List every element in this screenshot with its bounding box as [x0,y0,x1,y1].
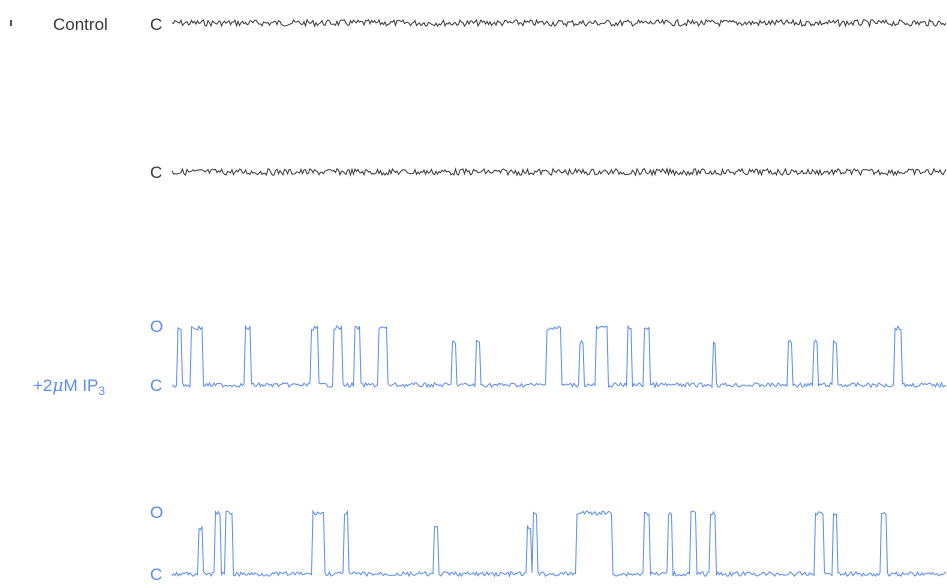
ip3-trace-2 [171,509,947,578]
condition-label-ip3-mu: μ [52,376,63,396]
control-trace-1 [171,18,947,29]
condition-label-ip3-subscript: 3 [98,384,105,398]
closed-state-label: C [150,15,162,34]
closed-state-label: C [150,376,162,395]
condition-label-ip3-unit: M IP [63,376,98,395]
open-state-label: O [150,503,163,522]
closed-state-label: C [150,163,162,182]
ip3-trace-1 [171,324,947,389]
panel-tick-mark [10,20,12,26]
control-trace-2 [171,167,947,177]
closed-state-label: C [150,565,162,584]
condition-label-control: Control [53,15,108,34]
condition-label-ip3-amount: +2 [33,376,52,395]
condition-label-ip3: +2μM IP3 [33,376,105,398]
open-state-label: O [150,317,163,336]
